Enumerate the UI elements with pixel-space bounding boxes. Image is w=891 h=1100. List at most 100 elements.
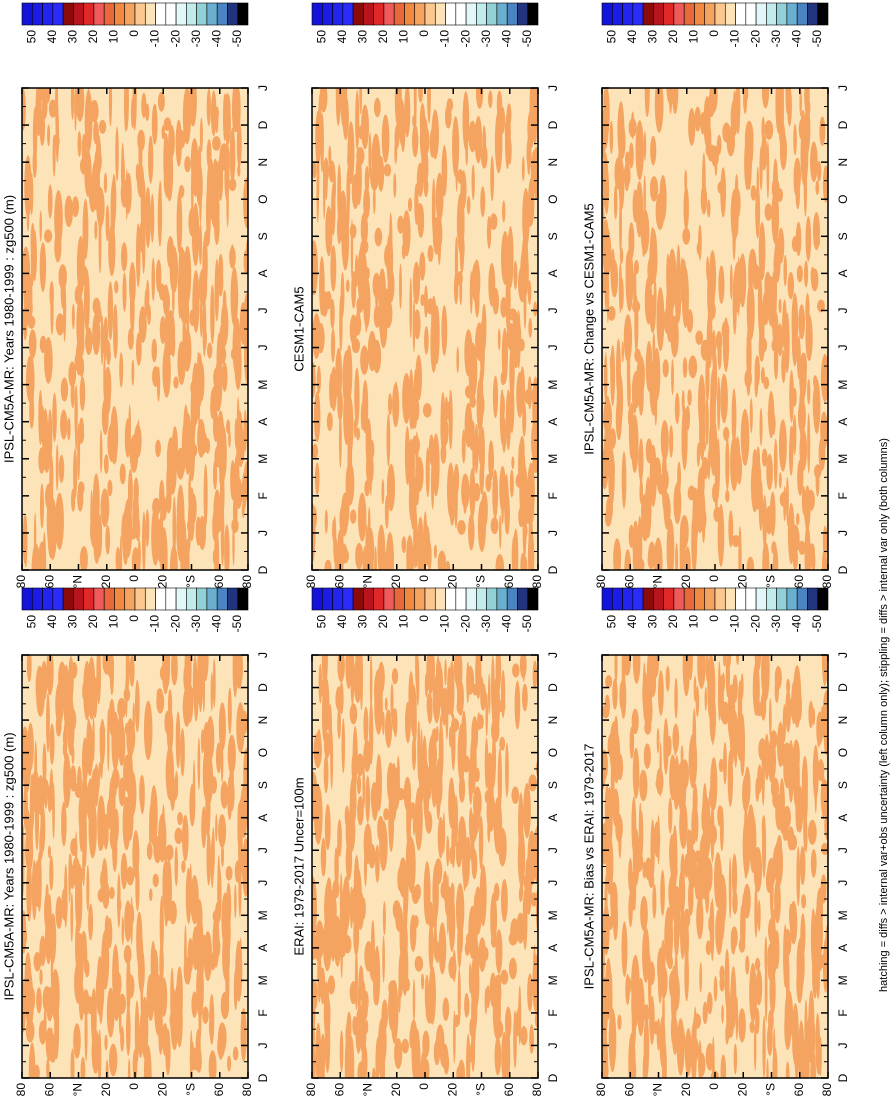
field-streak: [496, 973, 502, 991]
field-streak: [728, 857, 732, 919]
field-streak: [210, 672, 214, 712]
field-streak: [744, 120, 754, 157]
field-streak: [71, 661, 78, 679]
field-streak: [341, 492, 350, 530]
colorbar-box: [93, 587, 105, 611]
field-streak: [676, 1023, 686, 1060]
field-streak: [603, 998, 607, 1062]
lat-label: 80: [530, 1083, 544, 1097]
field-streak: [236, 425, 245, 468]
field-streak: [614, 157, 623, 190]
lat-label: 20: [679, 575, 693, 589]
field-streak: [82, 198, 89, 260]
field-streak: [628, 402, 634, 460]
field-streak: [63, 664, 70, 729]
field-streak: [682, 357, 688, 379]
field-streak: [627, 977, 632, 993]
field-streak: [227, 776, 233, 821]
field-streak: [143, 700, 153, 761]
lat-label: 80: [240, 575, 254, 589]
field-streak: [181, 860, 186, 873]
field-streak: [413, 88, 417, 129]
colorbar-box: [186, 2, 197, 26]
field-streak: [206, 342, 213, 359]
field-streak: [197, 737, 201, 791]
field-streak: [78, 982, 85, 1021]
field-streak: [521, 463, 528, 520]
colorbar-box: [776, 2, 788, 26]
colorbar-label: 20: [666, 30, 680, 44]
field-streak: [653, 537, 663, 570]
field-streak: [471, 848, 478, 880]
colorbar-label: 50: [604, 615, 618, 629]
field-streak: [166, 142, 174, 202]
field-streak: [774, 878, 781, 924]
field-streak: [719, 806, 724, 852]
field-streak: [669, 424, 674, 458]
field-streak: [87, 88, 90, 146]
lat-label: 20: [679, 1083, 693, 1097]
field-streak: [369, 701, 374, 765]
field-streak: [404, 426, 410, 485]
colorbar-label: 20: [376, 615, 390, 629]
field-streak: [645, 340, 653, 392]
field-streak: [475, 655, 482, 700]
colorbar-box: [311, 587, 323, 611]
field-streak: [197, 418, 206, 458]
field-streak: [643, 130, 647, 162]
field-streak: [328, 145, 332, 166]
field-streak: [693, 1037, 699, 1062]
colorbar-box: [755, 2, 767, 26]
field-streak: [664, 907, 674, 967]
month-label: O: [256, 748, 270, 757]
field-streak: [720, 167, 727, 218]
field-streak: [505, 742, 509, 798]
field-streak: [428, 734, 437, 776]
field-streak: [232, 655, 238, 698]
field-streak: [409, 446, 414, 470]
field-streak: [100, 870, 104, 890]
field-streak: [763, 376, 770, 390]
field-streak: [240, 1007, 247, 1062]
colorbar-label: 10: [687, 30, 701, 44]
colorbar-box: [517, 587, 529, 611]
field-streak: [196, 164, 203, 208]
field-streak: [47, 184, 53, 219]
field-streak: [444, 886, 453, 919]
field-streak: [345, 840, 353, 881]
field-streak: [706, 199, 711, 218]
field-streak: [638, 802, 642, 854]
field-streak: [179, 249, 186, 282]
field-streak: [146, 842, 153, 860]
field-streak: [82, 989, 90, 1017]
field-streak: [55, 313, 65, 336]
colorbar-box: [601, 2, 613, 26]
colorbar-label: -20: [168, 615, 182, 633]
field-streak: [218, 702, 226, 752]
field-streak: [506, 322, 515, 351]
field-streak: [721, 321, 730, 341]
field-streak: [69, 853, 73, 890]
field-streak: [640, 896, 648, 932]
field-streak: [713, 976, 718, 1002]
field-streak: [798, 304, 806, 340]
field-streak: [610, 894, 615, 923]
colorbar-label: -10: [728, 30, 742, 48]
field-streak: [206, 139, 212, 169]
field-streak: [527, 973, 533, 1012]
field-streak: [110, 180, 116, 244]
field-streak: [499, 515, 502, 550]
field-streak: [397, 215, 404, 234]
field-streak: [312, 784, 316, 811]
field-streak: [200, 934, 208, 956]
field-streak: [642, 926, 650, 983]
field-streak: [804, 485, 811, 532]
field-streak: [663, 469, 669, 491]
field-streak: [760, 366, 765, 384]
field-streak: [79, 546, 88, 570]
colorbar-box: [373, 2, 385, 26]
field-streak: [379, 309, 388, 349]
field-streak: [771, 413, 776, 436]
field-streak: [74, 862, 83, 895]
